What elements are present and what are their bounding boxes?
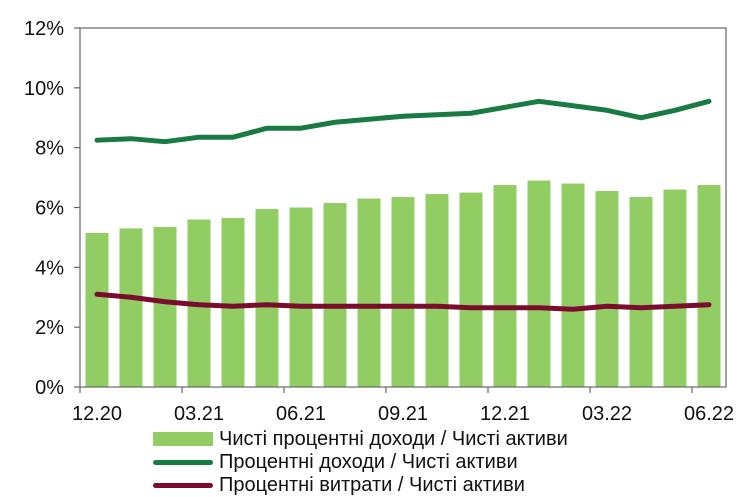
- bar-net-interest-income: [323, 203, 347, 387]
- x-tick-label: 06.21: [276, 403, 326, 425]
- bar-net-interest-income: [459, 192, 483, 387]
- bar-net-interest-income: [561, 183, 585, 387]
- y-tick-label: 4%: [35, 257, 64, 279]
- x-tick-label: 12.20: [72, 403, 122, 425]
- bar-net-interest-income: [85, 232, 109, 387]
- bar-net-interest-income: [629, 197, 653, 387]
- y-tick-label: 8%: [35, 138, 64, 160]
- bar-net-interest-income: [697, 185, 721, 387]
- x-tick-label: 03.22: [582, 403, 632, 425]
- bar-net-interest-income: [595, 191, 619, 387]
- legend-item-interest-expense: Процентні витрати / Чисті активи: [153, 474, 713, 497]
- bar-net-interest-income: [493, 185, 517, 387]
- bar-net-interest-income: [119, 228, 143, 387]
- x-tick-label: 12.21: [480, 403, 530, 425]
- y-tick-label: 0%: [35, 377, 64, 399]
- legend-label: Процентні витрати / Чисті активи: [219, 474, 525, 496]
- y-tick-label: 6%: [35, 198, 64, 220]
- legend-swatch-line: [153, 483, 213, 488]
- legend-item-interest-income: Процентні доходи / Чисті активи: [153, 451, 713, 474]
- bar-net-interest-income: [663, 189, 687, 387]
- bar-net-interest-income: [153, 226, 177, 387]
- legend-swatch-line: [153, 460, 213, 465]
- y-tick-label: 10%: [24, 78, 64, 100]
- bar-net-interest-income: [527, 180, 551, 387]
- legend: Чисті процентні доходи / Чисті активи Пр…: [153, 428, 713, 497]
- legend-label: Процентні доходи / Чисті активи: [219, 451, 518, 473]
- y-tick-label: 12%: [24, 18, 64, 40]
- x-tick-label: 06.22: [684, 403, 734, 425]
- line-interest-expense: [94, 291, 712, 312]
- bar-net-interest-income: [357, 198, 381, 387]
- x-tick-label: 09.21: [378, 403, 428, 425]
- bar-net-interest-income: [221, 217, 245, 387]
- bar-net-interest-income: [425, 194, 449, 387]
- plot-area: 0% 2% 4% 6% 8% 10% 12% 12.20 03.21 06.21 09.21 12.2…: [24, 18, 734, 425]
- legend-item-net-interest-income: Чисті процентні доходи / Чисті активи: [153, 428, 713, 451]
- legend-swatch-bar: [153, 432, 213, 446]
- x-tick-label: 03.21: [174, 403, 224, 425]
- bar-net-interest-income: [255, 208, 279, 387]
- bar-net-interest-income: [289, 207, 313, 387]
- bar-net-interest-income: [391, 197, 415, 387]
- y-tick-label: 2%: [35, 317, 64, 339]
- legend-label: Чисті процентні доходи / Чисті активи: [219, 428, 568, 450]
- line-interest-income: [94, 98, 712, 145]
